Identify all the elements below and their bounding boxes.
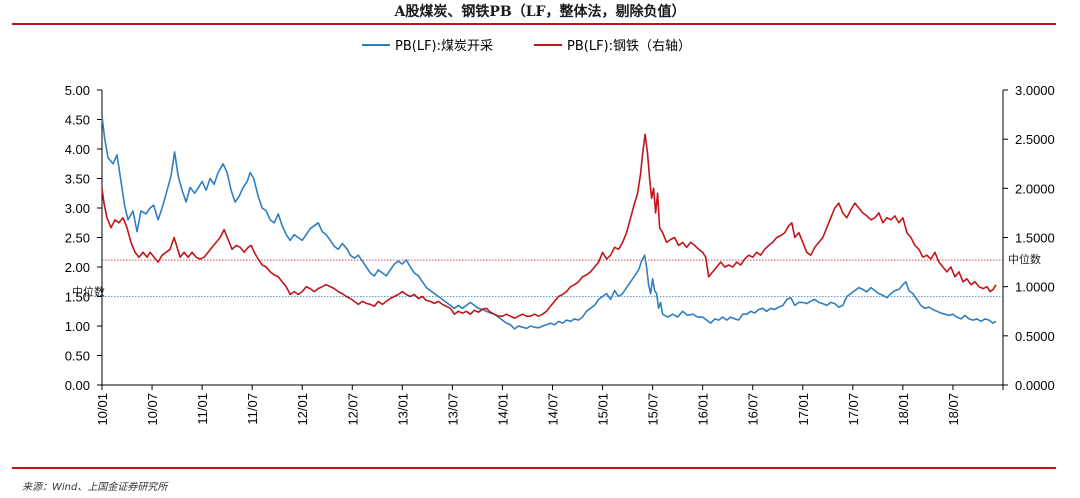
median-label-left: 中位数 — [72, 285, 105, 299]
legend-label-steel: PB(LF):钢铁（右轴） — [567, 39, 691, 54]
y-left-tick-label: 2.50 — [65, 231, 90, 246]
y-right-tick-label: 2.5000 — [1015, 132, 1055, 147]
y-right-tick-label: 1.5000 — [1015, 231, 1055, 246]
y-left-tick-label: 2.00 — [65, 260, 90, 275]
y-left-tick-label: 5.00 — [65, 83, 90, 98]
series-line-steel — [101, 133, 997, 319]
title-divider — [12, 23, 1056, 25]
x-tick-label: 11/01 — [195, 393, 210, 425]
y-right-tick-label: 0.5000 — [1015, 329, 1055, 344]
legend-label-coal: PB(LF):煤炭开采 — [395, 39, 493, 54]
x-tick-label: 17/01 — [796, 393, 811, 426]
chart-title: A股煤炭、钢铁PB（LF，整体法，剔除负值） — [394, 4, 686, 20]
x-tick-label: 13/01 — [395, 393, 410, 426]
x-tick-label: 12/01 — [295, 393, 310, 426]
y-left-tick-label: 0.00 — [65, 378, 90, 393]
y-left-tick-label: 4.50 — [65, 113, 90, 128]
x-tick-label: 11/07 — [245, 393, 260, 425]
x-tick-label: 10/01 — [95, 393, 110, 426]
y-left-tick-label: 3.00 — [65, 201, 90, 216]
source-note: 来源：Wind、上国金证券研究所 — [22, 482, 168, 493]
x-tick-label: 17/07 — [846, 393, 861, 426]
x-tick-label: 10/07 — [145, 393, 160, 426]
x-tick-label: 15/07 — [646, 393, 661, 426]
x-tick-label: 16/07 — [746, 393, 761, 426]
y-right-tick-label: 3.0000 — [1015, 83, 1055, 98]
x-tick-label: 18/07 — [946, 393, 961, 426]
y-right-tick-label: 2.0000 — [1015, 181, 1055, 196]
y-left-tick-label: 1.50 — [65, 290, 90, 305]
y-left-tick-label: 3.50 — [65, 172, 90, 187]
footer-divider — [12, 467, 1056, 469]
x-tick-label: 15/01 — [596, 393, 611, 426]
y-left-tick-label: 1.00 — [65, 319, 90, 334]
x-tick-label: 12/07 — [345, 393, 360, 426]
y-right-tick-label: 1.0000 — [1015, 280, 1055, 295]
x-tick-label: 16/01 — [696, 393, 711, 426]
legend: PB(LF):煤炭开采 PB(LF):钢铁（右轴） — [362, 39, 691, 54]
y-left-tick-label: 4.00 — [65, 142, 90, 157]
y-left-tick-label: 0.50 — [65, 349, 90, 364]
y-right-tick-label: 0.0000 — [1015, 378, 1055, 393]
x-tick-label: 18/01 — [896, 393, 911, 426]
x-tick-label: 13/07 — [445, 393, 460, 426]
median-label-right: 中位数 — [1008, 252, 1041, 266]
x-tick-label: 14/01 — [495, 393, 510, 426]
series-line-coal — [101, 116, 997, 330]
x-tick-label: 14/07 — [546, 393, 561, 426]
